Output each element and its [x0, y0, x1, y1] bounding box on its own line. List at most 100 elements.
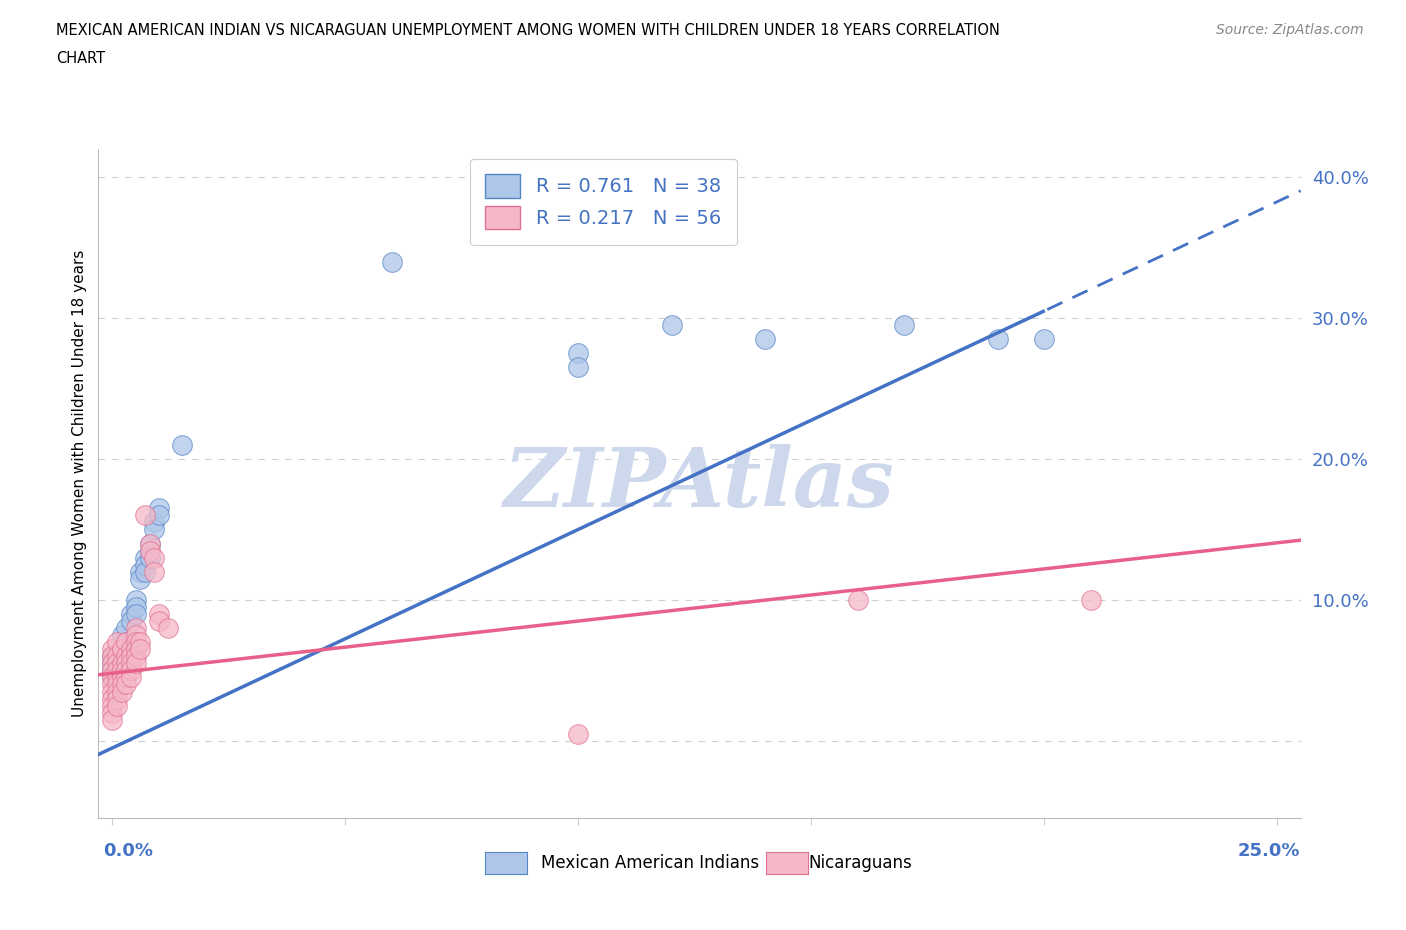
- Point: [120, 649, 142, 664]
- Point: [120, 670, 142, 684]
- Point: [115, 677, 138, 692]
- Point: [101, 677, 124, 692]
- Point: [111, 663, 134, 678]
- Point: [101, 698, 124, 713]
- Point: [101, 691, 124, 706]
- Point: [101, 663, 124, 678]
- Point: [115, 649, 138, 664]
- Point: [115, 663, 138, 678]
- Point: [893, 317, 915, 332]
- Point: [567, 346, 589, 361]
- Point: [105, 677, 128, 692]
- Point: [381, 254, 404, 269]
- Point: [148, 614, 170, 629]
- Point: [148, 501, 170, 516]
- Point: [120, 663, 142, 678]
- Point: [125, 606, 148, 621]
- Point: [115, 656, 138, 671]
- Point: [111, 642, 134, 657]
- Point: [111, 649, 134, 664]
- Point: [172, 437, 194, 452]
- Point: [115, 635, 138, 650]
- Point: [105, 635, 128, 650]
- Text: CHART: CHART: [56, 51, 105, 66]
- Point: [120, 656, 142, 671]
- Point: [101, 670, 124, 684]
- Legend: R = 0.761   N = 38, R = 0.217   N = 56: R = 0.761 N = 38, R = 0.217 N = 56: [470, 158, 737, 245]
- Text: ZIPAtlas: ZIPAtlas: [503, 444, 896, 524]
- Text: 25.0%: 25.0%: [1239, 842, 1301, 859]
- Point: [129, 571, 152, 586]
- Y-axis label: Unemployment Among Women with Children Under 18 years: Unemployment Among Women with Children U…: [72, 250, 87, 717]
- Point: [120, 606, 142, 621]
- Point: [111, 670, 134, 684]
- Point: [105, 656, 128, 671]
- Point: [125, 635, 148, 650]
- Point: [101, 705, 124, 720]
- Point: [138, 543, 160, 558]
- Point: [148, 508, 170, 523]
- Point: [125, 620, 148, 635]
- Point: [846, 592, 869, 607]
- Text: Source: ZipAtlas.com: Source: ZipAtlas.com: [1216, 23, 1364, 37]
- Text: MEXICAN AMERICAN INDIAN VS NICARAGUAN UNEMPLOYMENT AMONG WOMEN WITH CHILDREN UND: MEXICAN AMERICAN INDIAN VS NICARAGUAN UN…: [56, 23, 1000, 38]
- Point: [111, 656, 134, 671]
- Point: [138, 543, 160, 558]
- Point: [125, 628, 148, 643]
- Point: [1033, 332, 1056, 347]
- Point: [111, 628, 134, 643]
- Point: [148, 606, 170, 621]
- Point: [125, 656, 148, 671]
- Point: [157, 620, 180, 635]
- Point: [105, 691, 128, 706]
- Point: [138, 536, 160, 551]
- Point: [101, 663, 124, 678]
- Point: [134, 551, 156, 565]
- Point: [101, 656, 124, 671]
- Point: [111, 670, 134, 684]
- Point: [105, 684, 128, 699]
- Point: [567, 360, 589, 375]
- Point: [567, 726, 589, 741]
- Point: [101, 670, 124, 684]
- Point: [143, 565, 166, 579]
- Point: [661, 317, 683, 332]
- Point: [111, 677, 134, 692]
- Point: [134, 508, 156, 523]
- Point: [101, 712, 124, 727]
- Point: [115, 635, 138, 650]
- Point: [129, 565, 152, 579]
- Point: [111, 684, 134, 699]
- Text: 0.0%: 0.0%: [103, 842, 153, 859]
- Point: [125, 600, 148, 615]
- Point: [125, 649, 148, 664]
- Text: Nicaraguans: Nicaraguans: [808, 854, 912, 872]
- Point: [138, 536, 160, 551]
- Point: [101, 684, 124, 699]
- Point: [101, 656, 124, 671]
- Point: [134, 557, 156, 572]
- Point: [101, 649, 124, 664]
- Point: [129, 642, 152, 657]
- Point: [105, 663, 128, 678]
- Point: [111, 663, 134, 678]
- Point: [115, 620, 138, 635]
- Point: [129, 635, 152, 650]
- Point: [105, 649, 128, 664]
- Text: Mexican American Indians: Mexican American Indians: [541, 854, 759, 872]
- Point: [111, 656, 134, 671]
- Point: [138, 551, 160, 565]
- Point: [1080, 592, 1102, 607]
- Point: [143, 515, 166, 530]
- Point: [111, 642, 134, 657]
- Point: [105, 670, 128, 684]
- Point: [754, 332, 776, 347]
- Point: [125, 642, 148, 657]
- Point: [143, 551, 166, 565]
- Point: [120, 642, 142, 657]
- Point: [120, 614, 142, 629]
- Point: [143, 522, 166, 537]
- Point: [101, 649, 124, 664]
- Point: [105, 698, 128, 713]
- Point: [987, 332, 1010, 347]
